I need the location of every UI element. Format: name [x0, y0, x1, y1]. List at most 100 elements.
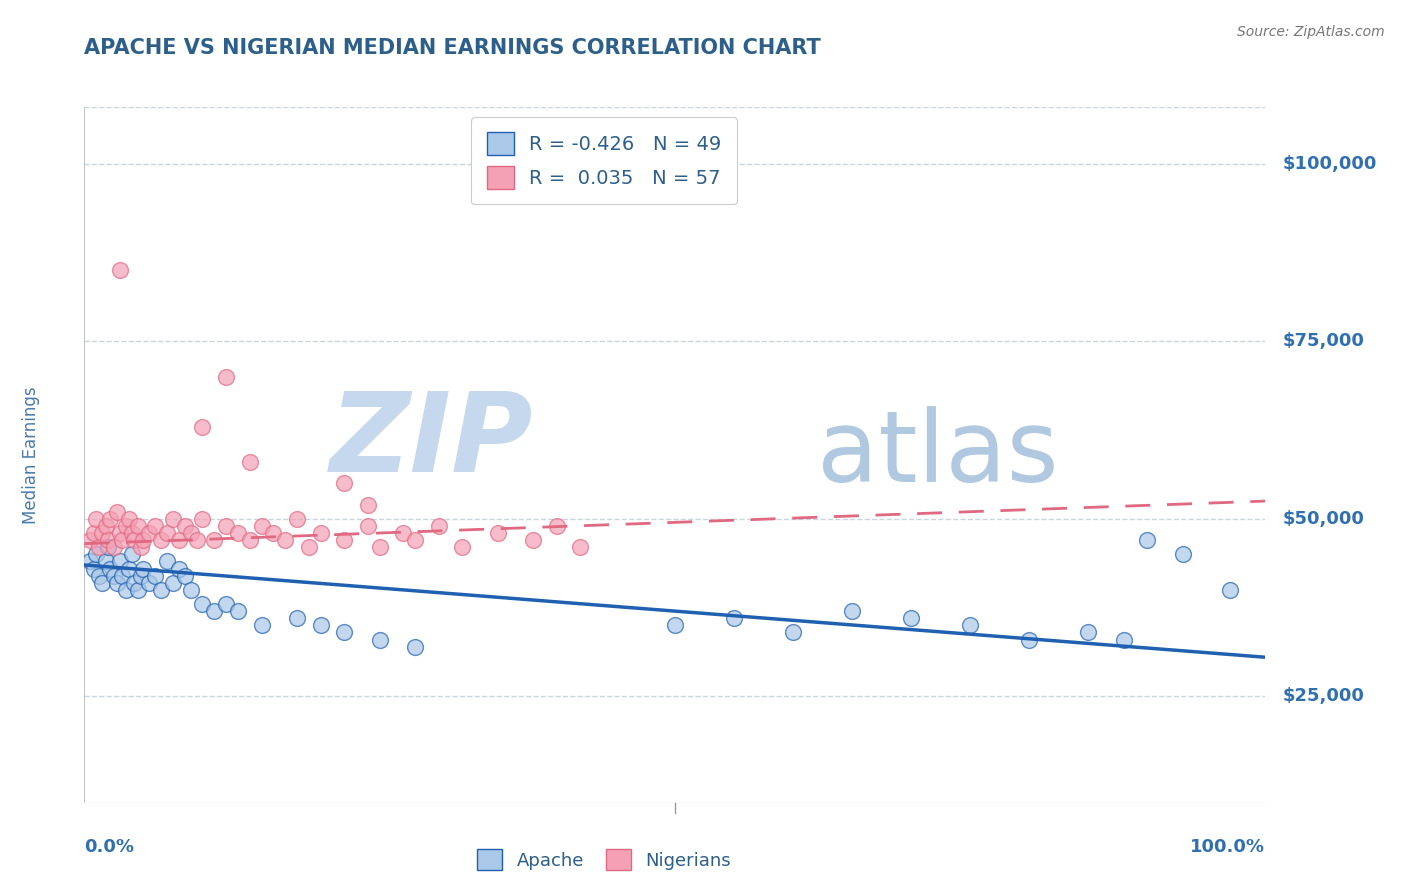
Point — [186, 533, 208, 548]
Point — [180, 526, 202, 541]
Point — [309, 526, 332, 541]
Point — [143, 568, 166, 582]
Text: $25,000: $25,000 — [1282, 688, 1364, 706]
Point — [202, 533, 225, 548]
Point — [162, 512, 184, 526]
Point — [285, 512, 308, 526]
Point — [239, 533, 262, 548]
Point — [173, 519, 195, 533]
Point — [98, 561, 121, 575]
Point — [91, 526, 114, 541]
Text: Source: ZipAtlas.com: Source: ZipAtlas.com — [1237, 25, 1385, 39]
Point — [150, 582, 173, 597]
Point — [173, 568, 195, 582]
Point — [167, 533, 190, 548]
Point — [333, 476, 356, 491]
Point — [522, 533, 544, 548]
Point — [84, 512, 107, 526]
Text: APACHE VS NIGERIAN MEDIAN EARNINGS CORRELATION CHART: APACHE VS NIGERIAN MEDIAN EARNINGS CORRE… — [84, 38, 821, 58]
Text: atlas: atlas — [817, 407, 1059, 503]
Point — [357, 498, 380, 512]
Point — [156, 526, 179, 541]
Point — [108, 263, 131, 277]
Point — [404, 640, 426, 654]
Point — [392, 526, 415, 541]
Point — [127, 582, 149, 597]
Point — [202, 604, 225, 618]
Point — [132, 561, 155, 575]
Point — [239, 455, 262, 469]
Point — [250, 618, 273, 632]
Point — [79, 554, 101, 568]
Point — [132, 533, 155, 548]
Point — [546, 519, 568, 533]
Point — [162, 575, 184, 590]
Point — [569, 540, 592, 554]
Point — [215, 369, 238, 384]
Point — [94, 554, 117, 568]
Point — [114, 582, 136, 597]
Point — [121, 526, 143, 541]
Point — [91, 575, 114, 590]
Point — [841, 604, 863, 618]
Point — [122, 575, 145, 590]
Point — [309, 618, 332, 632]
Point — [191, 597, 214, 611]
Point — [226, 526, 249, 541]
Point — [1018, 632, 1040, 647]
Point — [250, 519, 273, 533]
Point — [274, 533, 297, 548]
Point — [723, 611, 745, 625]
Point — [83, 561, 105, 575]
Point — [357, 519, 380, 533]
Point — [103, 540, 125, 554]
Text: $100,000: $100,000 — [1282, 155, 1376, 173]
Point — [368, 632, 391, 647]
Point — [368, 540, 391, 554]
Point — [427, 519, 450, 533]
Point — [150, 533, 173, 548]
Point — [129, 540, 152, 554]
Text: 0.0%: 0.0% — [84, 838, 135, 855]
Point — [127, 519, 149, 533]
Point — [1112, 632, 1135, 647]
Text: Median Earnings: Median Earnings — [22, 386, 39, 524]
Point — [87, 568, 110, 582]
Point — [97, 810, 120, 824]
Point — [79, 533, 101, 548]
Point — [782, 625, 804, 640]
Point — [404, 533, 426, 548]
Point — [664, 618, 686, 632]
Point — [215, 597, 238, 611]
Point — [118, 561, 141, 575]
Point — [285, 611, 308, 625]
Point — [107, 505, 129, 519]
Point — [138, 575, 160, 590]
Point — [486, 526, 509, 541]
Point — [191, 419, 214, 434]
Point — [1077, 625, 1099, 640]
Point — [959, 618, 981, 632]
Point — [333, 625, 356, 640]
Point — [180, 582, 202, 597]
Point — [226, 604, 249, 618]
Point — [107, 575, 129, 590]
Point — [156, 554, 179, 568]
Point — [122, 533, 145, 548]
Point — [118, 512, 141, 526]
Point — [87, 540, 110, 554]
Point — [111, 533, 134, 548]
Point — [97, 533, 120, 548]
Text: $50,000: $50,000 — [1282, 510, 1364, 528]
Point — [98, 512, 121, 526]
Point — [97, 540, 120, 554]
Point — [94, 519, 117, 533]
Text: 100.0%: 100.0% — [1191, 838, 1265, 855]
Point — [143, 519, 166, 533]
Point — [121, 547, 143, 561]
Text: ZIP: ZIP — [329, 387, 533, 494]
Point — [215, 519, 238, 533]
Point — [1219, 582, 1241, 597]
Point — [191, 512, 214, 526]
Point — [108, 526, 131, 541]
